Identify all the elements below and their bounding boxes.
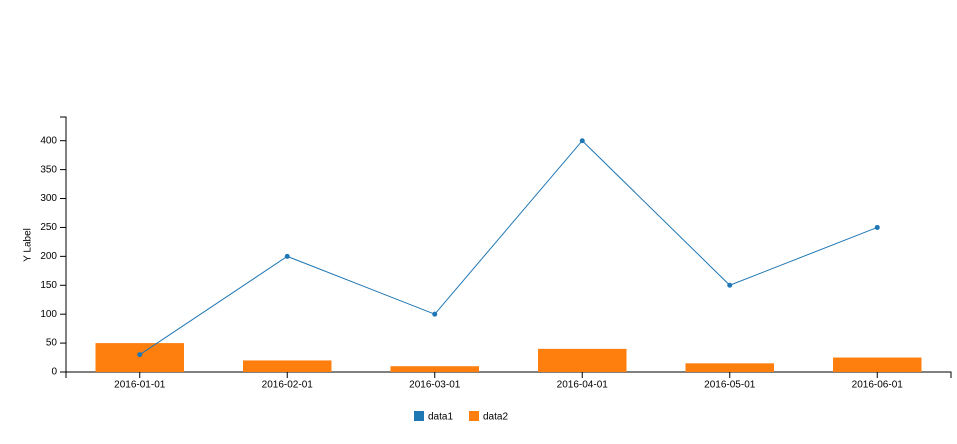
y-tick-label: 150 (40, 280, 57, 291)
line (139, 139, 878, 356)
y-axis (60, 116, 67, 373)
x-tick-label: 2016-06-01 (852, 380, 904, 391)
point (727, 282, 733, 288)
y-tick-label: 350 (40, 164, 57, 175)
point (874, 224, 880, 230)
point (137, 352, 143, 358)
bar (95, 343, 184, 372)
bar (390, 366, 479, 372)
y-tick-label: 200 (40, 251, 57, 262)
legend-swatch (469, 411, 479, 421)
point (432, 311, 438, 317)
bar (538, 348, 627, 372)
legend-label[interactable]: data2 (483, 412, 508, 423)
y-tick-label: 0 (51, 367, 57, 378)
y-tick-label: 100 (40, 309, 57, 320)
legend-label[interactable]: data1 (428, 412, 453, 423)
bar (243, 360, 332, 372)
bar (833, 357, 922, 372)
x-tick-label: 2016-05-01 (704, 380, 756, 391)
x-tick-label: 2016-02-01 (262, 380, 314, 391)
x-axis (65, 371, 952, 378)
y-tick-label: 300 (40, 193, 57, 204)
y-axis-label: Y Label (23, 228, 34, 262)
x-tick-label: 2016-03-01 (409, 380, 461, 391)
bar (685, 363, 774, 372)
y-tick-label: 250 (40, 222, 57, 233)
point (284, 253, 290, 259)
x-tick-label: 2016-04-01 (557, 380, 609, 391)
legend-swatch (414, 411, 424, 421)
point (579, 138, 585, 144)
y-tick-label: 400 (40, 135, 57, 146)
y-tick-label: 50 (46, 338, 58, 349)
x-tick-label: 2016-01-01 (114, 380, 166, 391)
